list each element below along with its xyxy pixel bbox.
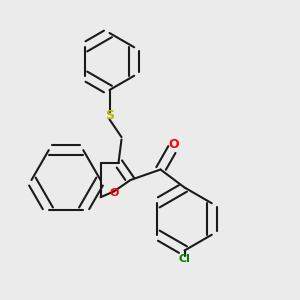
- Text: O: O: [169, 138, 179, 152]
- Text: Cl: Cl: [178, 254, 190, 265]
- Text: O: O: [109, 188, 119, 198]
- Text: S: S: [105, 109, 114, 122]
